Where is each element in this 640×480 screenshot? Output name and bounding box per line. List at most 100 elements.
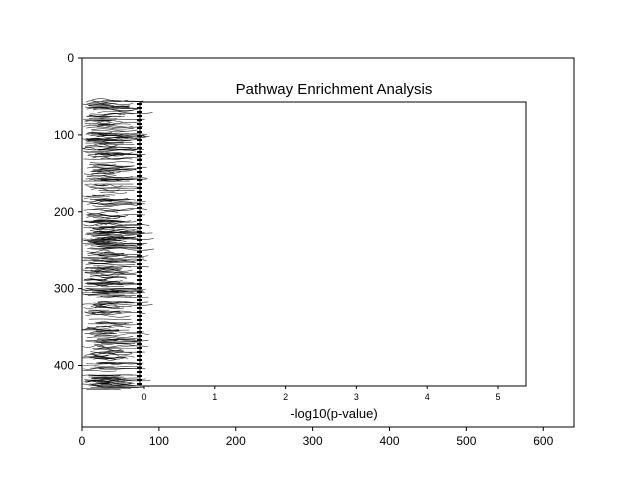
outer-y-tick-label: 0: [67, 51, 74, 65]
overlapping-ytick-label: [88, 318, 132, 320]
inner-x-axis-label: -log10(p-value): [290, 406, 377, 421]
overlapping-ytick-label: [101, 232, 153, 234]
overlapping-ytick-label: [83, 367, 105, 370]
overlapping-ytick-label: [87, 279, 123, 282]
overlapping-ytick-label: [100, 285, 124, 288]
overlapping-ytick-label: [97, 290, 146, 294]
outer-x-tick-label: 400: [379, 434, 399, 448]
inner-chart-title: Pathway Enrichment Analysis: [236, 81, 433, 98]
overlapping-ytick-label: [83, 306, 106, 309]
inner-x-ticks: 0 1 2 3 4 5: [141, 386, 501, 402]
overlapping-ytick-label: [93, 143, 118, 147]
overlapping-ytick-label: [95, 268, 133, 272]
overlapping-ytick-label: [100, 187, 142, 190]
overlapping-ytick-label: [85, 151, 133, 155]
overlapping-ytick-label: [101, 176, 122, 179]
inner-x-tick-label: 2: [283, 392, 288, 402]
overlapping-ytick-label: [89, 228, 139, 233]
overlapping-ytick-label: [86, 249, 111, 253]
overlapping-ytick-label: [96, 332, 150, 337]
overlapping-ytick-label: [99, 120, 123, 124]
overlapping-ytick-label: [94, 383, 132, 385]
overlapping-ytick-label: [85, 136, 134, 140]
outer-y-tick-label: 100: [54, 128, 74, 142]
overlapping-ytick-label: [92, 215, 126, 219]
overlapping-ytick-label: [92, 194, 115, 196]
overlapping-ytick-label: [84, 285, 109, 288]
overlapping-ytick-label: [85, 362, 139, 365]
overlapping-ytick-label: [88, 385, 142, 387]
overlapping-ytick-label: [84, 278, 106, 281]
overlapping-ytick-label: [89, 331, 116, 336]
overlapping-ytick-label: [90, 274, 137, 276]
inner-x-tick-label: 0: [141, 392, 146, 402]
overlapping-ytick-label: [90, 234, 125, 238]
overlapping-ytick-label: [97, 238, 130, 240]
inner-x-tick-label: 1: [212, 392, 217, 402]
overlapping-ytick-label: [98, 301, 123, 304]
overlapping-ytick-label: [84, 354, 109, 357]
outer-y-tick-label: 400: [54, 359, 74, 373]
overlapping-ytick-label: [99, 200, 146, 203]
overlapping-ytick-label: [88, 260, 135, 264]
overlapping-ytick-label: [99, 228, 135, 233]
overlapping-ytick-label: [97, 148, 144, 151]
outer-x-ticks: 0 100 200 300 400 500 600: [79, 427, 554, 448]
overlapping-ytick-label: [90, 352, 115, 355]
outer-x-tick-label: 100: [149, 434, 169, 448]
overlapping-ytick-label: [86, 215, 121, 220]
overlapping-ytick-label: [90, 170, 121, 173]
outer-x-tick-label: 200: [226, 434, 246, 448]
overlapping-ytick-label: [96, 115, 121, 118]
overlapping-ytick-label: [82, 292, 119, 294]
overlapping-ytick-label: [97, 111, 153, 114]
overlapping-ytick-label: [91, 377, 140, 379]
overlapping-ytick-label: [83, 172, 107, 175]
overlapping-ytick-label: [83, 237, 136, 241]
inner-x-tick-label: 4: [425, 392, 430, 402]
overlapping-ytick-label: [84, 120, 111, 124]
overlapping-ytick-label: [82, 268, 122, 272]
overlapping-ytick-label: [82, 199, 112, 203]
overlapping-ytick-label: [96, 321, 127, 325]
overlapping-ytick-label: [82, 293, 110, 295]
overlapping-ytick-label: [86, 325, 112, 329]
overlapping-ytick-label: [89, 138, 138, 141]
outer-image-axes: 0 100 200 300 400 500 600 0 100 200 300 400: [54, 51, 575, 448]
outer-x-tick-label: 300: [303, 434, 323, 448]
overlapping-ytick-label: [94, 230, 143, 234]
outer-y-tick-label: 200: [54, 205, 74, 219]
overlapping-ytick-label: [83, 124, 133, 128]
overlapping-ytick-label: [98, 255, 128, 257]
overlapping-ytick-label: [82, 102, 118, 106]
overlapping-ytick-label: [85, 213, 121, 217]
overlapping-ytick-label: [89, 198, 130, 201]
overlapping-ytick-label: [94, 365, 143, 368]
outer-y-tick-label: 300: [54, 282, 74, 296]
overlapping-ytick-label: [81, 146, 132, 151]
overlapping-ytick-label: [86, 107, 139, 111]
overlapping-ytick-label: [89, 241, 123, 243]
overlapping-ytick-label: [84, 239, 121, 242]
overlapping-ytick-label: [95, 304, 118, 308]
overlapping-ytick-label: [90, 220, 125, 224]
overlapping-ytick-label: [84, 244, 136, 247]
outer-axes-frame: [81, 57, 575, 428]
overlapping-ytick-label: [83, 223, 108, 227]
overlapping-ytick-label: [90, 246, 139, 249]
overlapping-ytick-label: [92, 259, 140, 262]
overlapping-ytick-label: [100, 295, 132, 298]
outer-y-ticks: 0 100 200 300 400: [54, 51, 82, 373]
overlapping-ytick-label: [82, 364, 115, 368]
overlapping-ytick-label: [87, 174, 117, 178]
overlapping-ytick-label: [82, 344, 104, 349]
overlapping-ytick-label: [82, 370, 117, 372]
overlapping-ytick-label: [91, 187, 120, 192]
overlapping-ytick-label: [85, 314, 131, 318]
inner-x-tick-label: 3: [354, 392, 359, 402]
overlapping-ytick-label: [96, 330, 119, 332]
inner-chart: Pathway Enrichment Analysis 0 1 2 3 4 5 -log1…: [81, 81, 527, 421]
overlapping-ytick-label: [86, 233, 135, 236]
overlapping-ytick-label: [86, 103, 112, 105]
overlapping-ytick-label: [91, 128, 138, 132]
